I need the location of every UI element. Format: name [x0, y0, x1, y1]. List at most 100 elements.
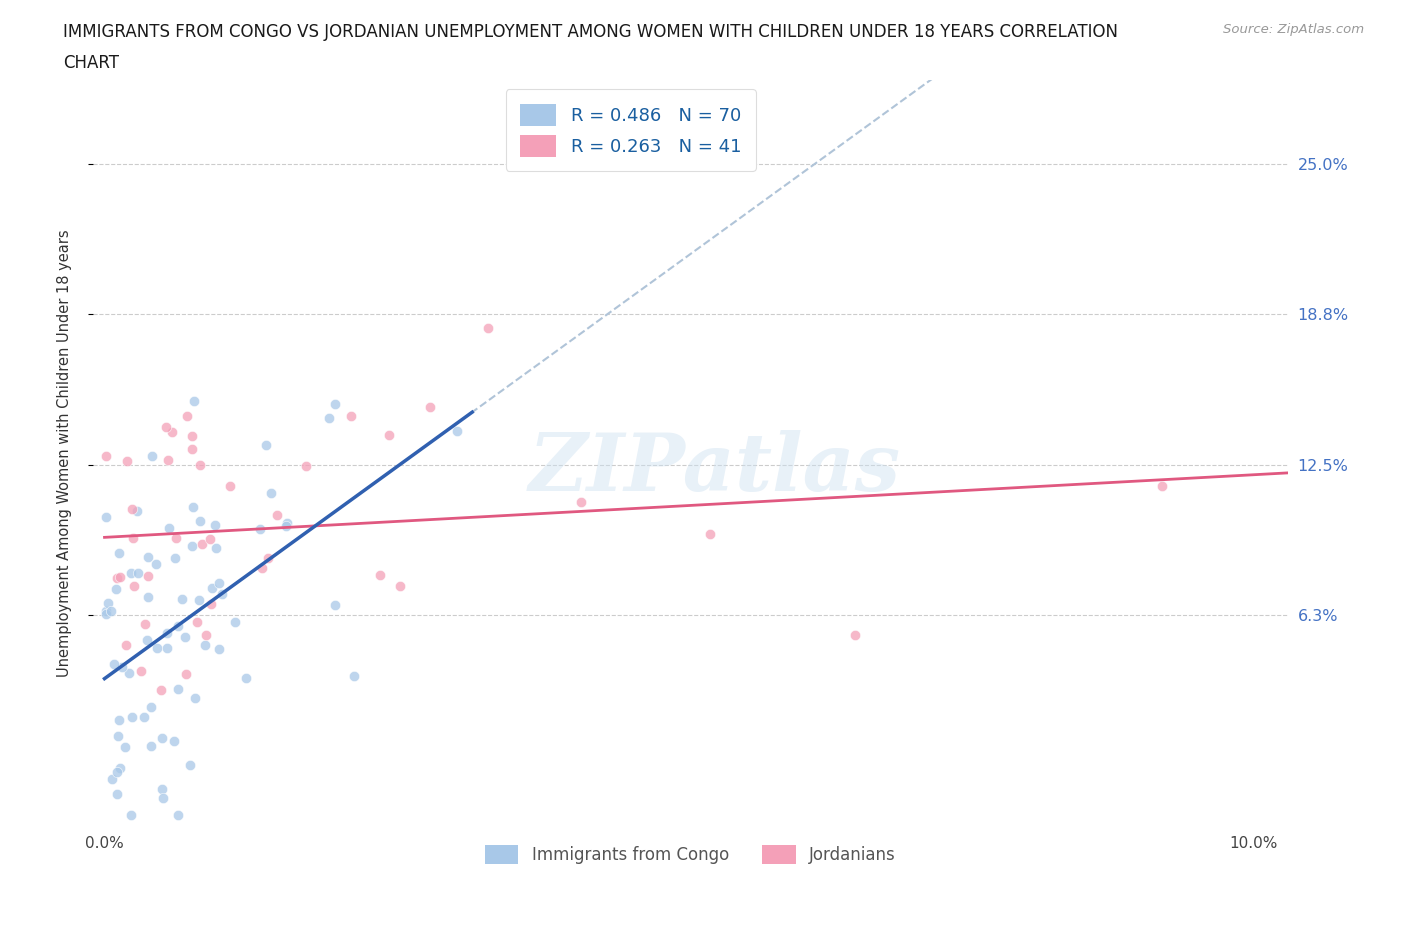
Point	[318, 411, 340, 426]
Point	[149, 682, 172, 697]
Point	[266, 507, 288, 522]
Point	[208, 576, 231, 591]
Point	[446, 424, 468, 439]
Point	[1150, 478, 1173, 493]
Point	[173, 630, 195, 644]
Point	[254, 437, 277, 452]
Point	[256, 551, 278, 565]
Point	[136, 590, 159, 604]
Point	[186, 615, 208, 630]
Point	[204, 518, 226, 533]
Point	[139, 700, 162, 715]
Point	[150, 781, 173, 796]
Point	[127, 504, 149, 519]
Point	[224, 615, 246, 630]
Point	[194, 628, 217, 643]
Point	[204, 540, 226, 555]
Point	[121, 501, 143, 516]
Point	[157, 453, 180, 468]
Point	[114, 637, 136, 652]
Point	[110, 659, 132, 674]
Point	[200, 596, 222, 611]
Point	[191, 537, 214, 551]
Point	[569, 495, 592, 510]
Point	[180, 538, 202, 553]
Point	[94, 604, 117, 618]
Point	[172, 591, 194, 606]
Point	[120, 807, 142, 822]
Point	[194, 638, 217, 653]
Point	[122, 530, 145, 545]
Point	[101, 772, 124, 787]
Point	[844, 628, 866, 643]
Point	[104, 582, 127, 597]
Point	[295, 458, 318, 473]
Point	[100, 604, 122, 618]
Point	[141, 448, 163, 463]
Point	[166, 682, 188, 697]
Point	[107, 546, 129, 561]
Point	[121, 710, 143, 724]
Point	[181, 428, 204, 443]
Point	[250, 560, 273, 575]
Point	[118, 666, 141, 681]
Point	[134, 617, 156, 631]
Point	[260, 485, 283, 500]
Point	[107, 786, 129, 801]
Point	[165, 531, 187, 546]
Point	[152, 731, 174, 746]
Text: CHART: CHART	[63, 54, 120, 72]
Point	[122, 578, 145, 593]
Point	[145, 556, 167, 571]
Point	[200, 531, 222, 546]
Point	[249, 522, 271, 537]
Point	[145, 641, 167, 656]
Point	[108, 569, 131, 584]
Point	[136, 568, 159, 583]
Point	[176, 667, 198, 682]
Point	[211, 587, 233, 602]
Legend: Immigrants from Congo, Jordanians: Immigrants from Congo, Jordanians	[478, 838, 903, 870]
Point	[188, 592, 211, 607]
Point	[107, 728, 129, 743]
Y-axis label: Unemployment Among Women with Children Under 18 years: Unemployment Among Women with Children U…	[58, 230, 72, 677]
Point	[103, 657, 125, 671]
Point	[163, 734, 186, 749]
Text: IMMIGRANTS FROM CONGO VS JORDANIAN UNEMPLOYMENT AMONG WOMEN WITH CHILDREN UNDER : IMMIGRANTS FROM CONGO VS JORDANIAN UNEMP…	[63, 23, 1118, 41]
Point	[156, 626, 179, 641]
Point	[180, 442, 202, 457]
Point	[105, 570, 128, 585]
Point	[136, 550, 159, 565]
Point	[162, 424, 184, 439]
Point	[108, 712, 131, 727]
Point	[120, 565, 142, 580]
Point	[114, 739, 136, 754]
Text: Source: ZipAtlas.com: Source: ZipAtlas.com	[1223, 23, 1364, 36]
Point	[477, 320, 499, 335]
Point	[340, 408, 363, 423]
Point	[323, 396, 346, 411]
Point	[389, 579, 412, 594]
Point	[235, 671, 257, 685]
Point	[176, 409, 198, 424]
Point	[157, 520, 180, 535]
Point	[105, 764, 128, 779]
Point	[155, 419, 177, 434]
Point	[127, 565, 149, 580]
Point	[188, 514, 211, 529]
Point	[110, 761, 132, 776]
Point	[141, 739, 163, 754]
Point	[419, 400, 441, 415]
Point	[152, 790, 174, 805]
Point	[97, 595, 120, 610]
Point	[699, 526, 721, 541]
Point	[167, 807, 190, 822]
Point	[129, 663, 152, 678]
Point	[208, 642, 231, 657]
Point	[96, 510, 118, 525]
Text: ZIPatlas: ZIPatlas	[529, 430, 900, 507]
Point	[166, 618, 188, 633]
Point	[117, 453, 139, 468]
Point	[188, 458, 211, 472]
Point	[181, 499, 204, 514]
